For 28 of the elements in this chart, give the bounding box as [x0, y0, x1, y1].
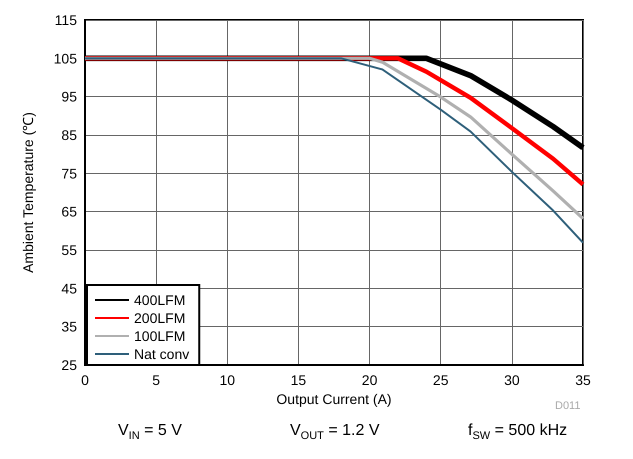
text: V$_{OUT}$ = 1.2 V [290, 422, 380, 442]
y-tick-label: 75 [61, 165, 78, 182]
legend-label: 100LFM [134, 328, 186, 344]
x-tick-label: 10 [219, 372, 236, 388]
x-tick-label: 15 [290, 372, 306, 388]
x-tick-label: 25 [432, 372, 449, 388]
text: V$_{IN}$ = 5 V [118, 422, 182, 442]
x-axis-title: Output Current (A) [276, 390, 392, 407]
y-tick-label: 105 [54, 50, 78, 66]
y-tick-label: 85 [61, 127, 78, 143]
x-tick-label: 30 [504, 372, 520, 388]
x-tick-label: 20 [362, 372, 378, 388]
y-tick-label: 115 [54, 12, 78, 28]
y-tick-label: 55 [61, 242, 78, 258]
legend-label: 200LFM [134, 310, 186, 326]
legend-label: Nat conv [134, 346, 190, 362]
y-tick-label: 25 [61, 357, 78, 373]
y-tick-label: 65 [61, 204, 78, 220]
legend-label: 400LFM [134, 292, 186, 308]
y-axis-title: Ambient Temperature (℃) [20, 112, 36, 273]
x-tick-label: 5 [152, 372, 160, 388]
x-tick-label: 0 [81, 372, 90, 388]
text: f$_{SW}$ = 500 kHz [468, 422, 568, 442]
text: D011 [555, 400, 580, 412]
y-tick-label: 45 [61, 280, 78, 296]
x-tick-label: 35 [575, 372, 591, 388]
y-tick-label: 35 [61, 318, 78, 335]
y-tick-label: 95 [61, 88, 78, 105]
